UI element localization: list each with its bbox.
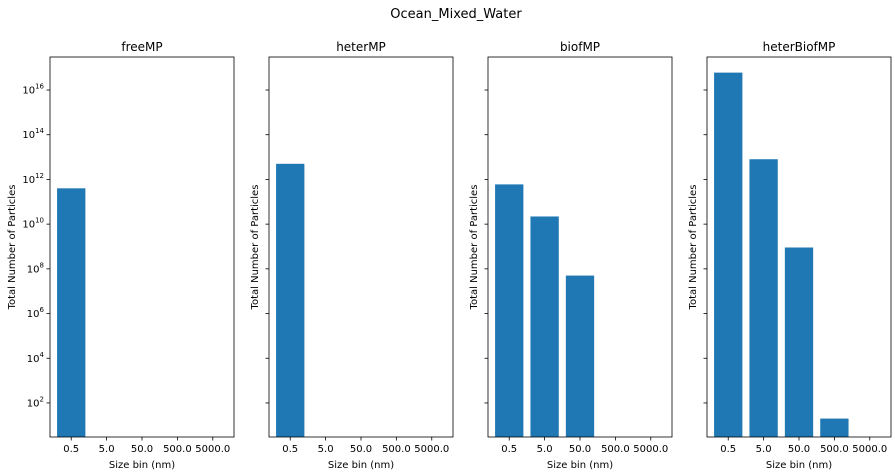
y-axis-label: Total Number of Particles — [469, 185, 480, 311]
subplot-heterMP: 0.5 5.0 50.0 500.0 5000.0 heterMP Size bin (nm… — [250, 40, 454, 471]
x-tick-label-5.0: 5.0 — [756, 444, 772, 455]
bar-0.5 — [495, 184, 524, 437]
y-tick-label: 1010 — [22, 217, 44, 231]
x-tick-label-50.0: 50.0 — [350, 444, 372, 455]
y-axis-label: Total Number of Particles — [688, 185, 699, 311]
x-axis-label: Size bin (nm) — [766, 460, 832, 471]
subplot-heterBiofMP: 0.5 5.0 50.0 500.0 5000.0 heterBiofMP Size bin… — [688, 40, 892, 471]
bar-0.5 — [276, 163, 305, 437]
y-tick-label: 104 — [27, 351, 45, 365]
x-tick-label-500.0: 500.0 — [820, 444, 849, 455]
y-tick-label: 106 — [27, 306, 45, 320]
x-tick-label-5.0: 5.0 — [318, 444, 334, 455]
x-tick-label-0.5: 0.5 — [63, 444, 79, 455]
bar-5.0 — [749, 159, 778, 438]
x-tick-label-5000.0: 5000.0 — [852, 444, 887, 455]
x-tick-label-5000.0: 5000.0 — [195, 444, 230, 455]
x-tick-label-50.0: 50.0 — [569, 444, 591, 455]
x-tick-label-0.5: 0.5 — [282, 444, 298, 455]
y-tick-label: 1012 — [22, 172, 44, 186]
subplots: 102 104 106 108 1010 1012 1014 1016 0.5 5.0 50.0 50… — [7, 40, 892, 471]
bar-50.0 — [784, 247, 814, 437]
subplot-biofMP: 0.5 5.0 50.0 500.0 5000.0 biofMP Size bin (nm)… — [469, 40, 673, 471]
y-axis-label: Total Number of Particles — [250, 185, 261, 311]
x-axis-label: Size bin (nm) — [547, 460, 613, 471]
subplot-title: heterMP — [336, 40, 386, 54]
figure-suptitle: Ocean_Mixed_Water — [390, 7, 522, 22]
x-tick-label-5000.0: 5000.0 — [633, 444, 668, 455]
x-tick-label-0.5: 0.5 — [501, 444, 517, 455]
x-tick-label-50.0: 50.0 — [788, 444, 810, 455]
y-tick-label: 1014 — [22, 127, 44, 141]
x-tick-label-0.5: 0.5 — [720, 444, 736, 455]
bar-5.0 — [530, 216, 559, 437]
y-tick-label: 1016 — [22, 83, 44, 97]
bar-0.5 — [714, 72, 743, 438]
x-tick-label-500.0: 500.0 — [382, 444, 411, 455]
x-tick-label-5.0: 5.0 — [537, 444, 553, 455]
x-tick-label-500.0: 500.0 — [163, 444, 192, 455]
subplot-title: freeMP — [121, 40, 162, 54]
x-axis-label: Size bin (nm) — [109, 460, 175, 471]
y-tick-label: 102 — [27, 395, 44, 409]
bar-50.0 — [565, 275, 595, 437]
x-axis-label: Size bin (nm) — [328, 460, 394, 471]
x-tick-label-50.0: 50.0 — [131, 444, 153, 455]
x-tick-label-5.0: 5.0 — [99, 444, 115, 455]
y-tick-label: 108 — [27, 261, 44, 275]
subplot-title: biofMP — [560, 40, 600, 54]
subplot-title: heterBiofMP — [763, 40, 836, 54]
bar-500.0 — [820, 418, 849, 437]
x-tick-label-5000.0: 5000.0 — [414, 444, 449, 455]
bar-0.5 — [57, 188, 86, 437]
y-axis-label: Total Number of Particles — [7, 185, 18, 311]
x-tick-label-500.0: 500.0 — [601, 444, 630, 455]
subplot-freeMP: 102 104 106 108 1010 1012 1014 1016 0.5 5.0 50.0 50… — [7, 40, 235, 471]
